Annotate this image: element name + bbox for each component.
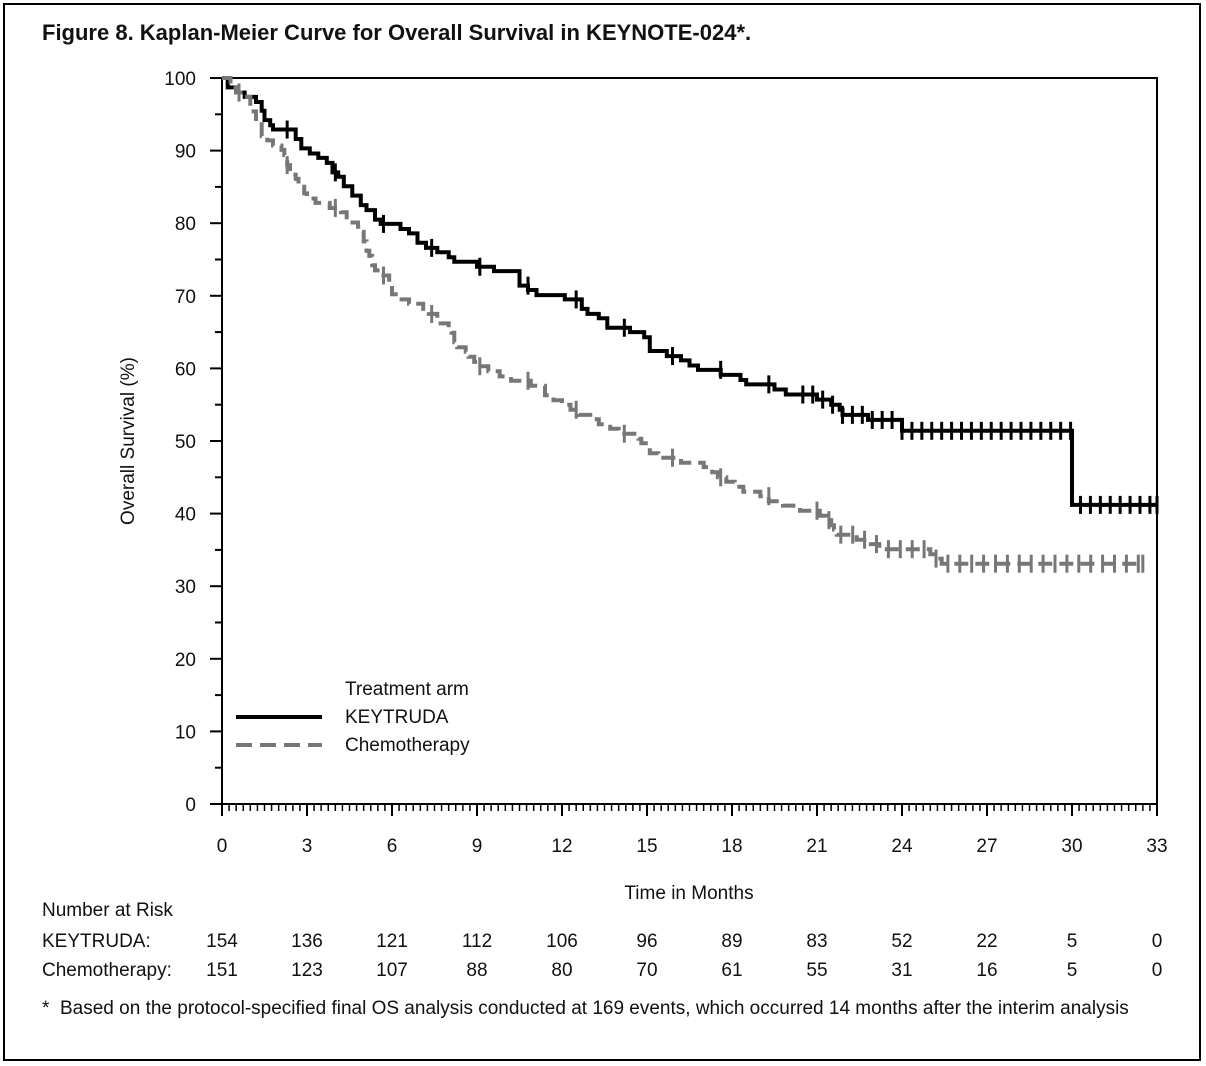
risk-cell: 31 xyxy=(891,960,913,981)
series-layer xyxy=(222,76,1159,573)
x-tick-label: 12 xyxy=(551,836,572,857)
risk-cell: 106 xyxy=(546,931,578,952)
risk-cell: 55 xyxy=(806,960,828,981)
y-tick-label: 70 xyxy=(175,287,196,308)
x-tick-label: 30 xyxy=(1061,836,1082,857)
x-axis: 0 3 6 9 12 15 18 21 24 27 30 33 xyxy=(217,804,1168,857)
x-tick-label: 33 xyxy=(1146,836,1167,857)
y-axis: 0 10 20 30 40 50 60 70 80 90 100 xyxy=(164,69,222,816)
y-tick-label: 100 xyxy=(164,69,196,90)
risk-row-label-keytruda: KEYTRUDA: xyxy=(42,931,151,952)
y-axis-title: Overall Survival (%) xyxy=(118,357,139,525)
risk-cell: 5 xyxy=(1066,960,1078,981)
risk-cell: 22 xyxy=(976,931,998,952)
y-tick-label: 0 xyxy=(185,795,196,816)
y-tick-label: 50 xyxy=(175,432,196,453)
legend-label-keytruda: KEYTRUDA xyxy=(345,707,449,728)
x-tick-label: 0 xyxy=(217,836,228,857)
legend-title: Treatment arm xyxy=(345,679,469,700)
risk-cell: 52 xyxy=(891,931,913,952)
risk-cell: 70 xyxy=(636,960,658,981)
x-tick-label: 3 xyxy=(302,836,313,857)
risk-cell: 61 xyxy=(721,960,743,981)
risk-cell: 16 xyxy=(976,960,998,981)
x-tick-label: 18 xyxy=(721,836,742,857)
legend-label-chemotherapy: Chemotherapy xyxy=(345,735,470,756)
y-tick-label: 10 xyxy=(175,722,196,743)
risk-cell: 112 xyxy=(461,931,493,952)
risk-cell: 121 xyxy=(376,931,408,952)
x-axis-title: Time in Months xyxy=(624,883,753,904)
figure-frame xyxy=(3,3,1201,1061)
risk-cell: 89 xyxy=(721,931,743,952)
risk-table-title: Number at Risk xyxy=(42,900,173,921)
risk-cell: 151 xyxy=(206,960,238,981)
series-line-chemotherapy xyxy=(222,76,1143,566)
y-tick-label: 90 xyxy=(175,142,196,163)
figure-title: Figure 8. Kaplan-Meier Curve for Overall… xyxy=(42,20,752,45)
risk-cell: 0 xyxy=(1151,931,1163,952)
x-tick-label: 15 xyxy=(636,836,657,857)
risk-cell: 83 xyxy=(806,931,828,952)
y-tick-label: 20 xyxy=(175,650,196,671)
risk-cell: 0 xyxy=(1151,960,1163,981)
footnote-symbol: * xyxy=(42,998,50,1019)
risk-row-label-chemotherapy: Chemotherapy: xyxy=(42,960,172,981)
risk-cell: 96 xyxy=(636,931,658,952)
risk-cell: 123 xyxy=(291,960,323,981)
risk-cell: 5 xyxy=(1066,931,1078,952)
footnote-text: Based on the protocol-specified final OS… xyxy=(60,998,1129,1019)
y-tick-label: 80 xyxy=(175,214,196,235)
risk-cell: 88 xyxy=(466,960,488,981)
risk-cell: 154 xyxy=(206,931,238,952)
risk-cell: 80 xyxy=(551,960,573,981)
y-tick-label: 60 xyxy=(175,359,196,380)
x-tick-label: 27 xyxy=(976,836,997,857)
series-line-keytruda xyxy=(222,76,1157,507)
y-tick-label: 30 xyxy=(175,577,196,598)
x-tick-label: 6 xyxy=(387,836,398,857)
x-tick-label: 21 xyxy=(806,836,827,857)
x-tick-label: 9 xyxy=(472,836,483,857)
risk-cell: 136 xyxy=(291,931,323,952)
x-tick-label: 24 xyxy=(891,836,913,857)
risk-cell: 107 xyxy=(376,960,408,981)
legend: Treatment arm KEYTRUDA Chemotherapy xyxy=(236,679,470,756)
y-tick-label: 40 xyxy=(175,505,196,526)
